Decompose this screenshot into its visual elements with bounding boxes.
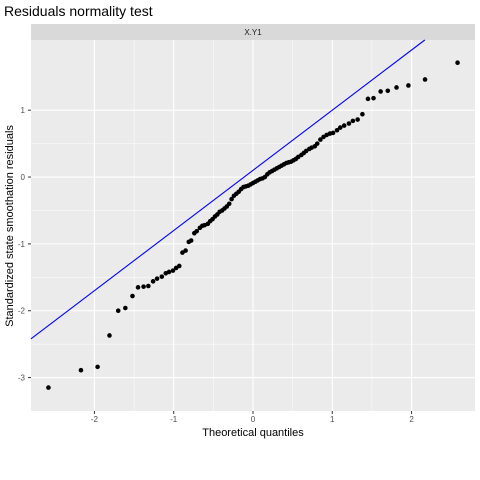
data-point [141,284,146,289]
data-points [46,60,460,390]
data-point [166,269,172,275]
data-point [46,385,51,390]
y-tick-label: -3 [18,374,26,383]
x-axis-ticks: -2 -1 0 1 2 [91,411,414,424]
data-point [330,130,336,136]
y-tick-label: 1 [21,106,26,115]
x-tick-label: 1 [330,415,335,424]
data-point [159,274,165,279]
x-tick-label: 0 [251,415,256,424]
data-point [355,117,360,122]
data-point [365,96,371,102]
data-point [130,293,135,299]
qq-reference-line [30,39,426,340]
data-point [334,127,340,133]
data-point [115,308,121,314]
data-point [229,196,234,202]
data-point [188,238,194,243]
data-point [183,248,188,253]
data-point [314,141,320,146]
x-tick-label: -1 [170,415,178,424]
data-point [78,367,84,373]
data-point [170,268,176,273]
data-point [107,333,112,338]
y-tick-label: 0 [21,173,26,182]
data-point [154,276,160,281]
data-point [346,121,352,126]
y-tick-label: -2 [18,307,26,316]
data-point [394,85,399,90]
y-axis-ticks: -3 -2 -1 0 1 [18,106,31,383]
y-axis-title: Standardized state smoothation residuals [4,125,16,327]
x-axis-title: Theoretical quantiles [202,427,304,439]
x-tick-label: -2 [91,415,99,424]
data-point [123,305,128,311]
x-tick-label: 2 [409,415,414,424]
data-point [422,77,428,82]
data-point [176,263,182,269]
data-point [371,95,376,101]
data-point [341,123,347,128]
data-point [337,125,343,130]
y-tick-label: -1 [18,240,26,249]
data-point [95,364,100,370]
chart-title: Residuals normality test [4,3,153,19]
data-point [146,283,151,289]
facet-strip [31,24,475,40]
data-point [350,118,356,124]
data-point [226,201,232,207]
data-point [406,83,411,88]
data-point [360,111,365,117]
major-gridlines [31,40,475,411]
data-point [318,137,323,142]
data-point [385,88,391,94]
data-point [455,60,460,66]
facet-strip-label: X.Y1 [244,28,262,37]
data-point [194,228,200,234]
reference-line-group [30,39,426,340]
data-point [135,285,141,290]
data-point [150,279,156,284]
data-point [378,89,383,94]
